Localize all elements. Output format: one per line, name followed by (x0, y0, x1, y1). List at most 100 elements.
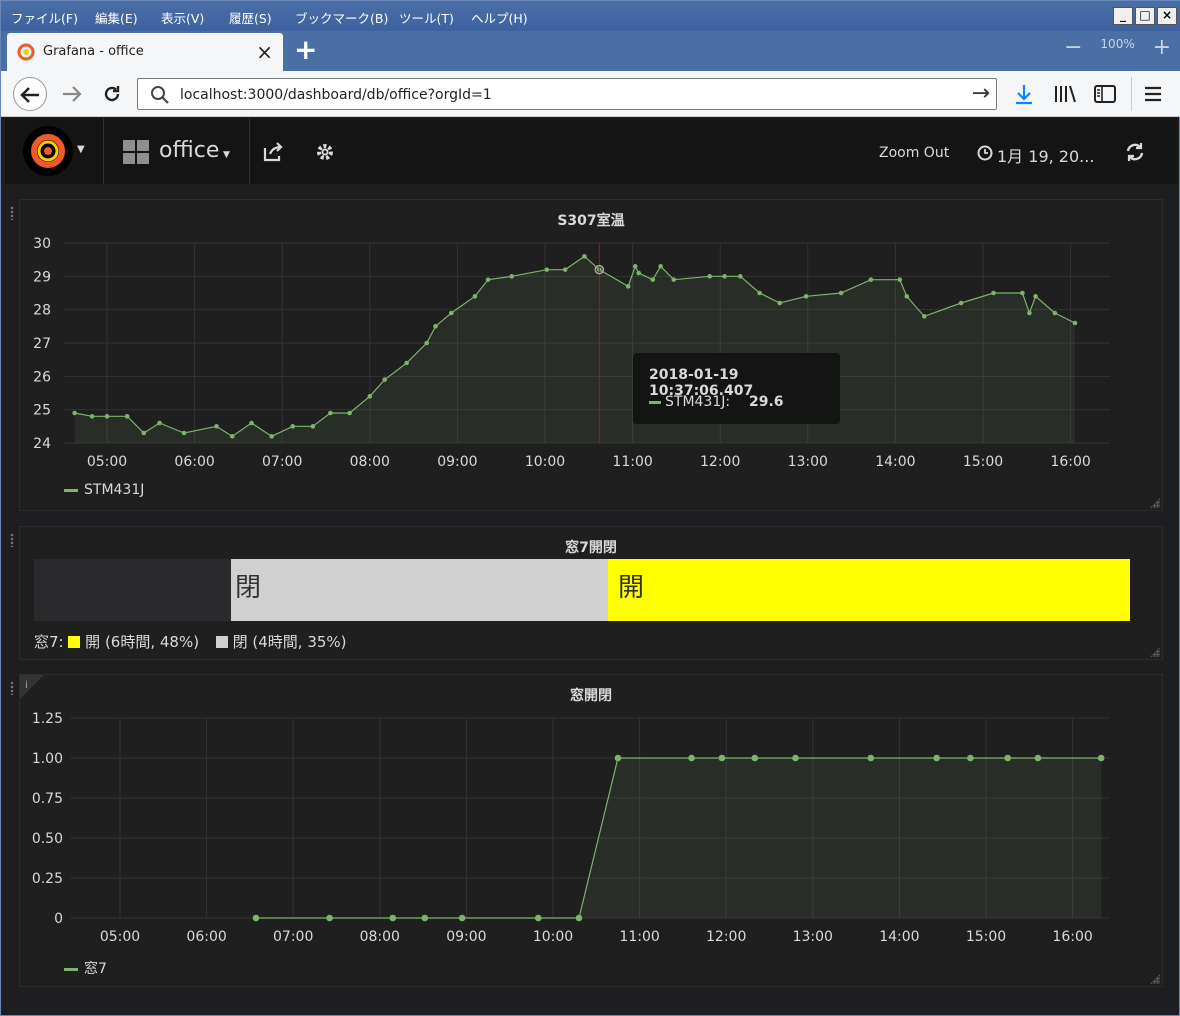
search-icon (151, 86, 169, 104)
data-point (636, 270, 642, 276)
y-tick-label: 0.25 (32, 871, 63, 887)
menu-file[interactable]: ファイル(F) (11, 11, 78, 26)
settings-gear-icon[interactable] (315, 142, 335, 162)
panel-drag-handle[interactable] (10, 681, 14, 695)
state-segment-open: 開 (608, 559, 1130, 621)
data-point (382, 377, 387, 382)
zoom-controls: − 100% + (1064, 35, 1171, 60)
data-point (1027, 310, 1032, 316)
panel-resize-handle[interactable] (1150, 974, 1160, 984)
y-tick-label: 27 (33, 336, 51, 352)
data-point (534, 914, 542, 922)
legend-open[interactable]: 開 (6時間, 48%) (85, 633, 200, 651)
data-point (671, 277, 677, 282)
panel-title[interactable]: S307室温 (557, 213, 625, 229)
data-point (867, 754, 875, 762)
reload-icon (104, 86, 120, 102)
dashboard-caret-icon[interactable]: ▼ (223, 150, 230, 160)
tab-strip: Grafana - office × + − 100% + (1, 31, 1180, 71)
download-icon[interactable] (1013, 83, 1035, 105)
grafana-logo-icon[interactable] (23, 126, 73, 176)
data-point (958, 300, 964, 306)
data-point (326, 914, 333, 922)
data-point (933, 754, 940, 762)
panel-title[interactable]: 窓7開閉 (565, 540, 617, 556)
panel-drag-handle[interactable] (10, 533, 14, 547)
svg-text:i: i (25, 680, 28, 691)
window-chart[interactable]: 0 0.25 0.50 0.75 1.00 1.25 05:00 06:00 07:00 08:0… (20, 675, 1164, 988)
data-point (433, 324, 438, 329)
data-point (575, 914, 583, 922)
library-icon[interactable] (1053, 83, 1077, 105)
legend-item[interactable]: STM431J (64, 482, 144, 498)
reload-button[interactable] (95, 77, 129, 111)
panel-drag-handle[interactable] (10, 206, 14, 220)
legend-item[interactable]: 窓7 (64, 958, 107, 978)
menu-view[interactable]: 表示(V) (161, 11, 205, 26)
panel-resize-handle[interactable] (1150, 647, 1160, 657)
back-arrow-icon (20, 87, 39, 103)
zoom-plus-button[interactable]: + (1152, 35, 1171, 60)
y-tick-label: 0 (54, 911, 63, 927)
close-window-button[interactable]: × (1157, 7, 1177, 25)
dashboard-picker[interactable]: office (159, 138, 220, 163)
panel-title[interactable]: 窓開閉 (570, 688, 612, 704)
zoom-minus-button[interactable]: − (1064, 35, 1083, 60)
close-tab-icon[interactable]: × (256, 40, 273, 64)
panel-resize-handle[interactable] (1150, 498, 1160, 508)
refresh-icon[interactable] (1125, 142, 1145, 162)
dashboard-grid-icon (123, 140, 149, 164)
state-timeline[interactable]: 閉 開 (34, 559, 1130, 621)
go-arrow-icon[interactable]: → (971, 81, 990, 106)
share-icon[interactable] (263, 142, 285, 162)
y-tick-label: 1.25 (32, 711, 63, 727)
x-tick-label: 10:00 (525, 454, 565, 470)
temperature-chart[interactable]: 24 25 26 27 28 29 30 05:00 06:00 07:00 08:00 09:00 1… (20, 200, 1164, 512)
tab-grafana[interactable]: Grafana - office × (7, 33, 283, 71)
back-button[interactable] (13, 77, 47, 111)
url-bar[interactable]: localhost:3000/dashboard/db/office?orgId… (137, 78, 997, 110)
data-point (868, 277, 874, 282)
nav-bar: localhost:3000/dashboard/db/office?orgId… (1, 71, 1180, 117)
x-tick-label: 14:00 (879, 929, 919, 945)
menu-icon[interactable] (1143, 84, 1163, 104)
data-point (614, 754, 622, 762)
menu-help[interactable]: ヘルプ(H) (471, 11, 528, 26)
data-point (252, 914, 260, 922)
data-point (967, 754, 974, 762)
info-corner-icon[interactable]: i (20, 675, 44, 699)
menu-history[interactable]: 履歴(S) (229, 11, 272, 26)
menu-bookmarks[interactable]: ブックマーク(B) (295, 11, 389, 26)
forward-arrow-icon (63, 86, 82, 102)
menu-edit[interactable]: 編集(E) (95, 11, 138, 26)
sidebar-icon[interactable] (1093, 83, 1117, 105)
x-tick-label: 13:00 (793, 929, 833, 945)
forward-button[interactable] (55, 77, 89, 111)
series-line (255, 757, 1102, 919)
legend-closed[interactable]: 閉 (4時間, 35%) (232, 633, 347, 651)
panel-window-graph: i 窓開閉 0 0.25 0.50 0.75 1.00 1.25 05:00 06:00 07:… (10, 674, 1164, 988)
x-tick-label: 09:00 (446, 929, 486, 945)
logo-caret-icon[interactable]: ▼ (77, 144, 85, 155)
new-tab-button[interactable]: + (294, 33, 318, 66)
panel-window-state: 窓7開閉 閉 開 窓7: 開 (6時間, 48%) 閉 (4時間, 35%) (10, 526, 1163, 660)
zoom-out-button[interactable]: Zoom Out (879, 145, 950, 161)
menu-tools[interactable]: ツール(T) (399, 11, 454, 26)
x-tick-label: 16:00 (1052, 929, 1092, 945)
maximize-button[interactable]: □ (1135, 7, 1155, 25)
time-range-picker[interactable]: 1月 19, 20... (997, 147, 1095, 166)
zoom-level[interactable]: 100% (1100, 37, 1135, 51)
clock-icon (977, 145, 993, 161)
data-point (249, 420, 254, 426)
data-point (838, 290, 844, 296)
grafana-favicon-icon (17, 43, 35, 61)
minimize-button[interactable]: _ (1113, 7, 1133, 25)
data-point (269, 434, 274, 439)
x-tick-label: 05:00 (87, 454, 127, 470)
state-segment-closed: 閉 (228, 559, 608, 621)
data-point (777, 300, 783, 306)
data-point (229, 434, 235, 439)
data-point (181, 430, 187, 436)
x-tick-label: 13:00 (788, 454, 828, 470)
